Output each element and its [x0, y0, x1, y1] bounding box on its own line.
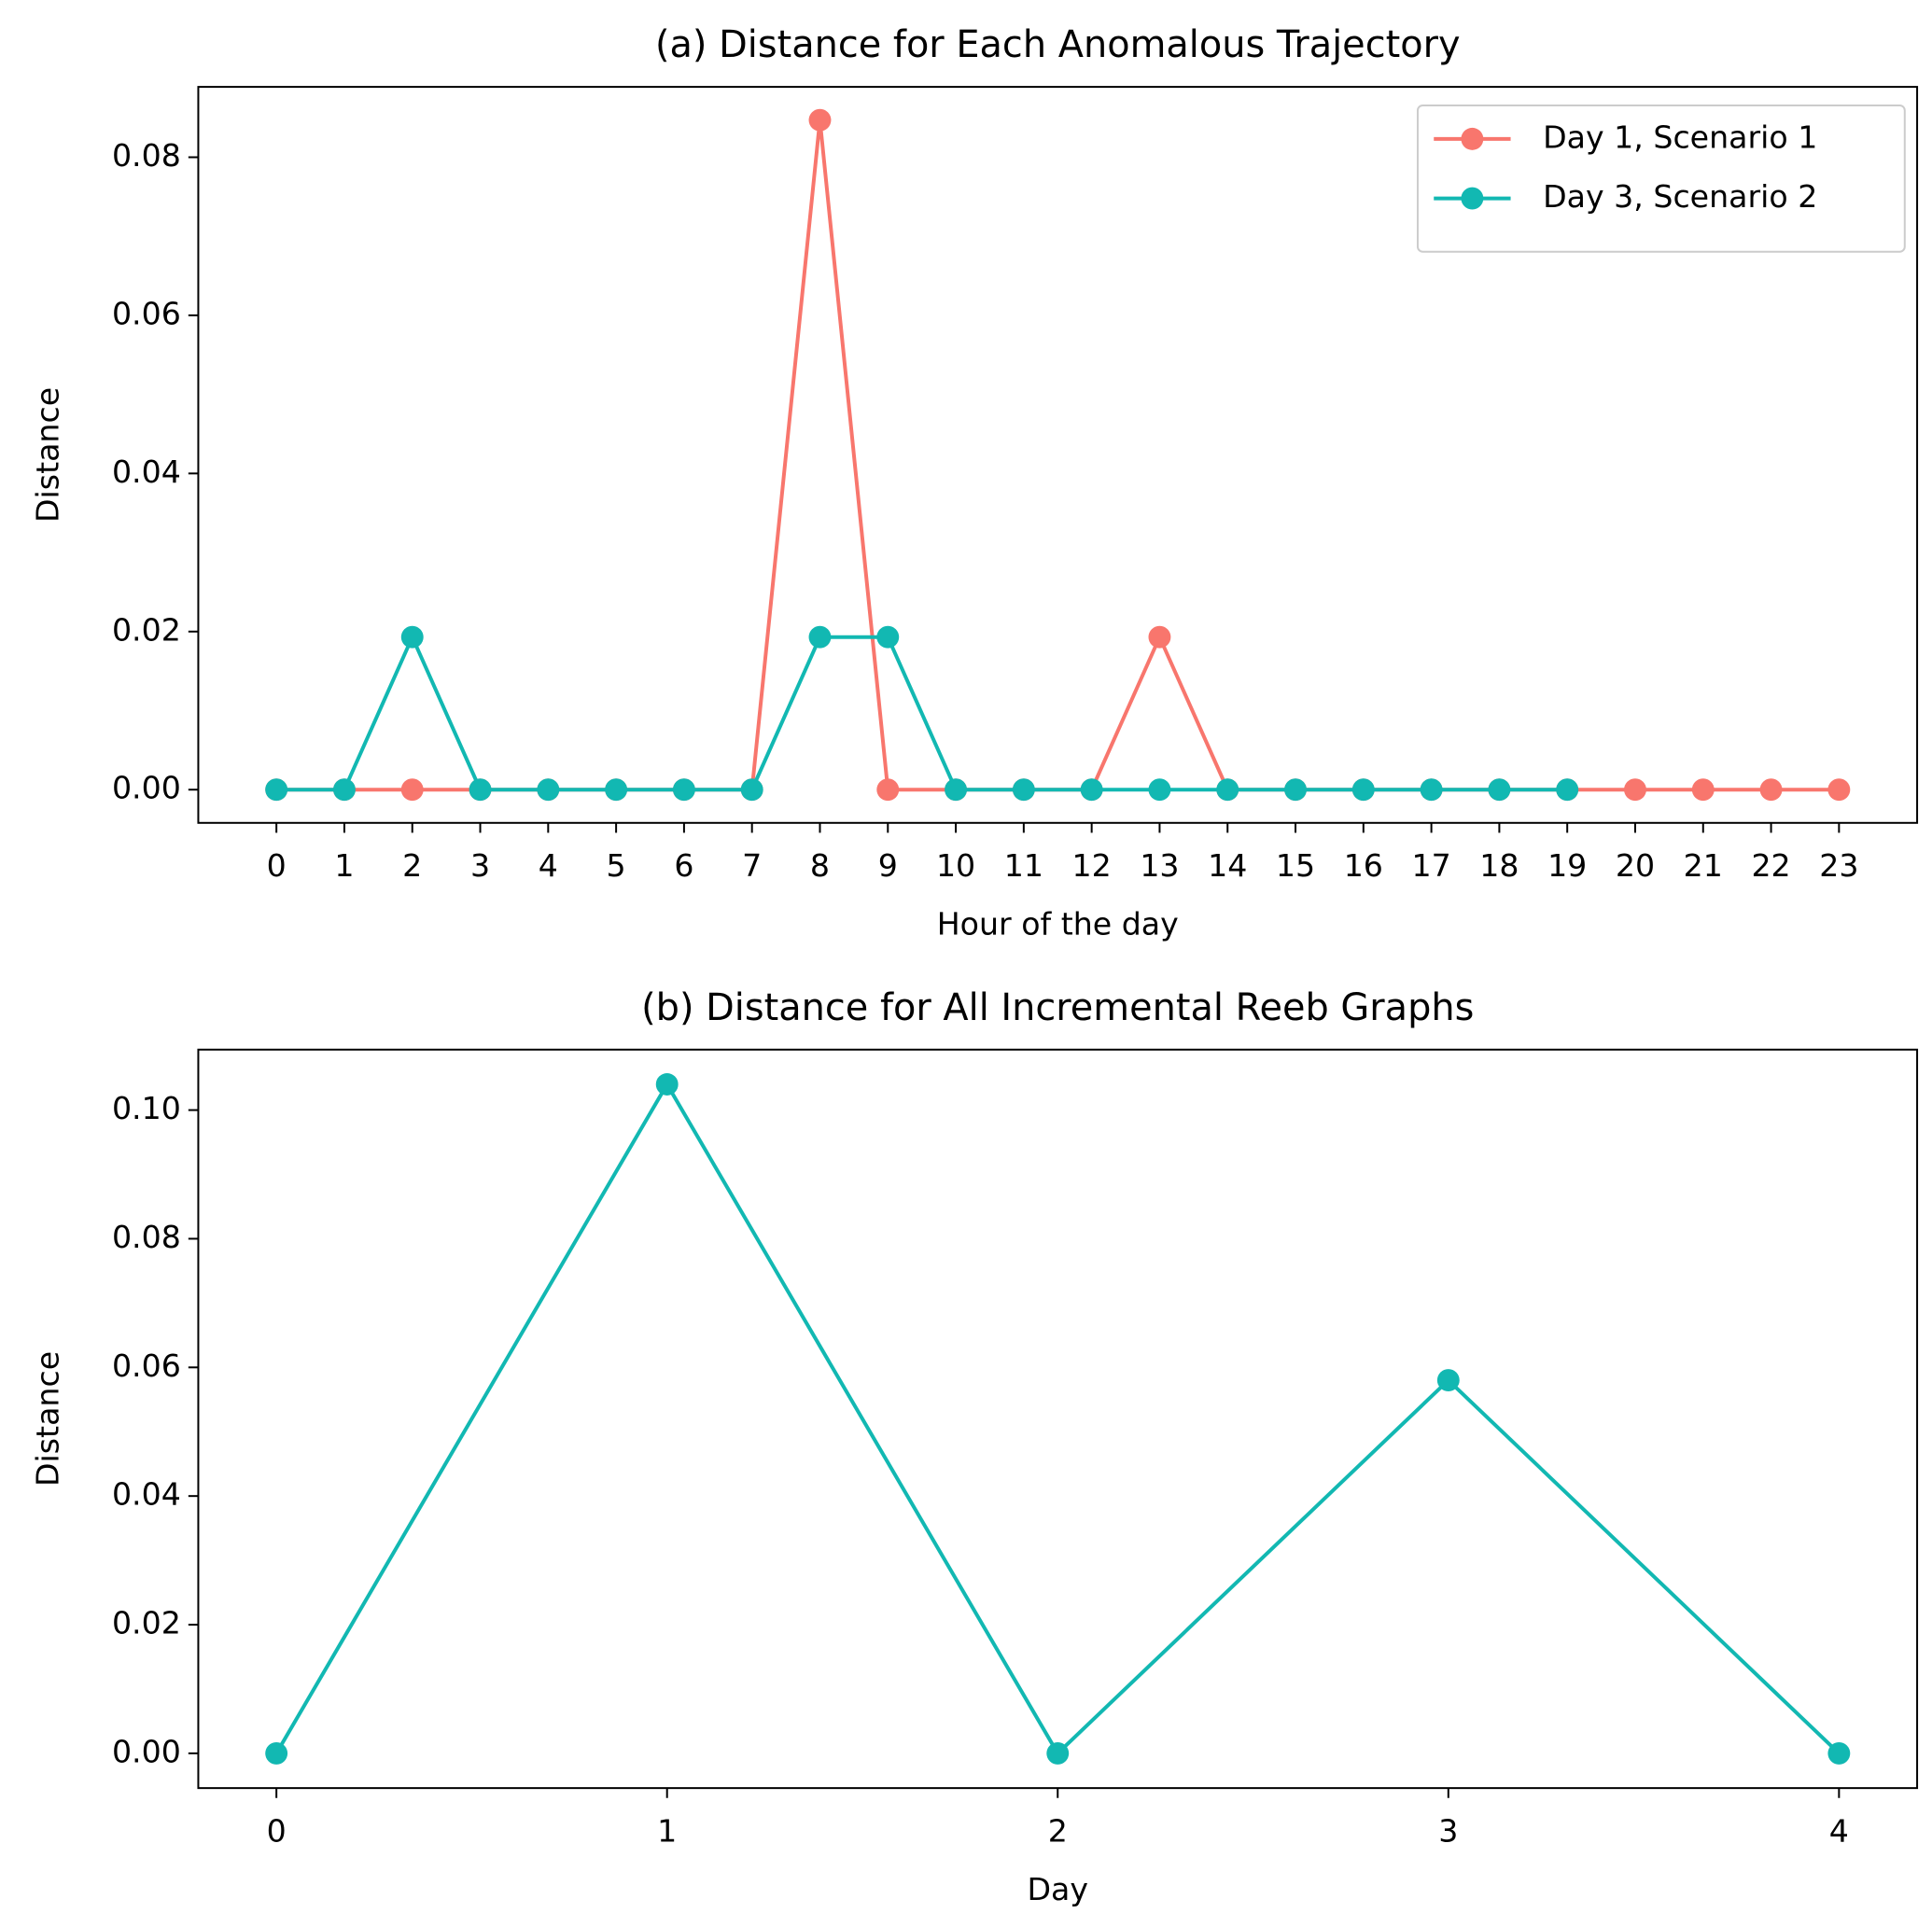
y-tick-label: 0.10 — [112, 1090, 181, 1126]
x-tick-label: 5 — [607, 847, 626, 884]
marker — [945, 778, 968, 802]
legend-marker — [1461, 187, 1484, 210]
legend-label: Day 1, Scenario 1 — [1543, 119, 1817, 155]
marker — [332, 778, 356, 802]
x-tick-label: 0 — [267, 847, 287, 884]
marker — [876, 625, 900, 649]
marker — [605, 778, 628, 802]
series-line — [276, 632, 1568, 792]
marker — [1080, 778, 1103, 802]
marker — [655, 1073, 679, 1096]
y-tick-label: 0.06 — [112, 1348, 181, 1384]
x-tick-label: 16 — [1344, 847, 1383, 884]
y-tick-label: 0.00 — [112, 1733, 181, 1769]
marker — [876, 778, 900, 802]
marker — [537, 778, 560, 802]
x-tick-label: 6 — [674, 847, 693, 884]
chart-title: (b) Distance for All Incremental Reeb Gr… — [641, 986, 1474, 1029]
x-tick-label: 15 — [1276, 847, 1315, 884]
marker — [808, 108, 832, 132]
x-tick-label: 17 — [1411, 847, 1450, 884]
marker — [469, 778, 492, 802]
x-axis-label: Day — [1027, 1871, 1088, 1907]
marker — [1351, 778, 1375, 802]
plot-frame — [197, 1048, 1919, 1790]
legend-box — [1416, 105, 1906, 253]
y-tick-label: 0.04 — [112, 454, 181, 490]
x-tick-label: 20 — [1616, 847, 1655, 884]
marker — [1012, 778, 1035, 802]
x-axis-label: Hour of the day — [937, 906, 1179, 943]
y-tick-label: 0.06 — [112, 295, 181, 331]
x-tick-label: 21 — [1684, 847, 1723, 884]
x-tick-label: 13 — [1140, 847, 1179, 884]
x-tick-label: 4 — [1829, 1812, 1849, 1849]
marker — [1420, 778, 1443, 802]
series-line — [274, 1081, 1841, 1757]
marker — [1827, 778, 1851, 802]
y-tick-label: 0.02 — [112, 611, 181, 648]
x-tick-label: 22 — [1751, 847, 1790, 884]
x-tick-label: 1 — [657, 1812, 677, 1849]
x-tick-label: 12 — [1072, 847, 1112, 884]
x-tick-label: 4 — [539, 847, 558, 884]
plot-frame — [197, 86, 1919, 824]
y-axis-label: Distance — [30, 387, 66, 523]
legend-label: Day 3, Scenario 2 — [1543, 178, 1817, 215]
marker — [1691, 778, 1715, 802]
x-tick-label: 7 — [742, 847, 762, 884]
y-tick-label: 0.04 — [112, 1476, 181, 1513]
x-tick-label: 8 — [810, 847, 830, 884]
marker — [1046, 1741, 1070, 1765]
marker — [265, 1741, 288, 1765]
x-tick-label: 19 — [1547, 847, 1587, 884]
marker — [1148, 778, 1171, 802]
x-tick-label: 1 — [334, 847, 354, 884]
x-tick-label: 23 — [1819, 847, 1858, 884]
y-tick-label: 0.08 — [112, 1219, 181, 1255]
x-tick-label: 9 — [878, 847, 898, 884]
marker — [1436, 1369, 1460, 1392]
x-tick-label: 3 — [1438, 1812, 1458, 1849]
x-tick-label: 0 — [267, 1812, 287, 1849]
y-tick-label: 0.00 — [112, 770, 181, 806]
legend-marker — [1461, 127, 1484, 150]
marker — [808, 625, 832, 649]
chart-title: (a) Distance for Each Anomalous Trajecto… — [655, 23, 1461, 66]
y-tick-label: 0.02 — [112, 1605, 181, 1641]
x-tick-label: 2 — [1048, 1812, 1068, 1849]
marker — [1556, 778, 1579, 802]
marker — [1827, 1741, 1851, 1765]
marker — [740, 778, 763, 802]
marker — [1284, 778, 1307, 802]
y-axis-label: Distance — [30, 1351, 66, 1487]
x-tick-label: 18 — [1479, 847, 1519, 884]
y-tick-label: 0.08 — [112, 137, 181, 174]
x-tick-label: 2 — [402, 847, 422, 884]
marker — [400, 625, 424, 649]
marker — [1759, 778, 1783, 802]
marker — [265, 778, 288, 802]
marker — [672, 778, 695, 802]
marker — [1216, 778, 1239, 802]
marker — [1488, 778, 1511, 802]
x-tick-label: 10 — [936, 847, 975, 884]
marker — [1148, 625, 1171, 649]
marker — [1624, 778, 1646, 802]
x-tick-label: 14 — [1208, 847, 1247, 884]
marker — [400, 778, 424, 802]
x-tick-label: 3 — [470, 847, 490, 884]
x-tick-label: 11 — [1004, 847, 1043, 884]
